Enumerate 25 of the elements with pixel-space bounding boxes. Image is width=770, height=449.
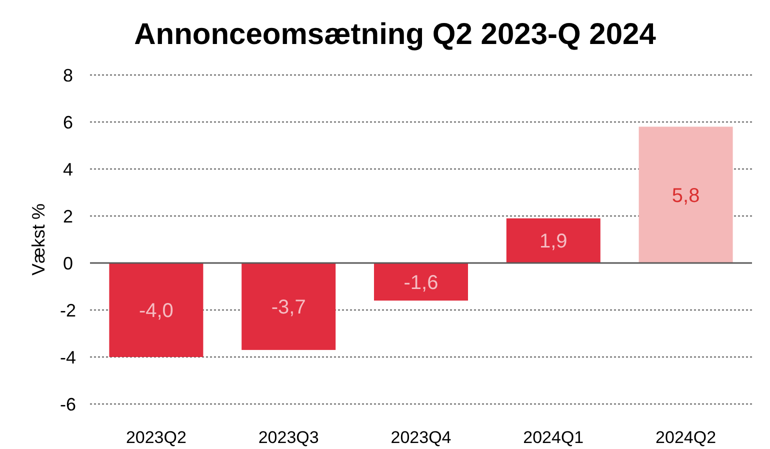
bar: [109, 263, 204, 357]
x-tick-label: 2024Q1: [523, 428, 584, 447]
y-tick-label: 8: [62, 65, 74, 86]
bar: [638, 126, 733, 263]
y-axis-title: Vækst %: [28, 203, 48, 276]
y-tick-label: 6: [62, 112, 74, 132]
y-tick-label: -6: [60, 394, 76, 414]
x-tick-label: 2023Q3: [258, 428, 319, 447]
data-label: -1,6: [404, 272, 438, 294]
bar: [506, 218, 600, 263]
y-tick-label: -4: [60, 347, 76, 368]
data-label: 1,9: [539, 230, 568, 253]
y-tick-label: 4: [62, 159, 74, 180]
bar: [374, 263, 468, 301]
x-tick-label: 2024Q2: [656, 428, 716, 447]
y-tick-label: -2: [60, 300, 76, 320]
data-label: -4,0: [138, 300, 174, 322]
chart-title: Annonceomsætning Q2 2023-Q 2024: [134, 18, 656, 51]
data-label: 5,8: [672, 184, 700, 207]
y-tick-label: 0: [62, 253, 74, 274]
bar: [242, 263, 336, 350]
data-label: -3,7: [271, 296, 306, 318]
y-tick-label: 2: [62, 206, 74, 226]
x-tick-label: 2023Q4: [390, 428, 452, 447]
x-tick-label: 2023Q2: [126, 428, 186, 447]
